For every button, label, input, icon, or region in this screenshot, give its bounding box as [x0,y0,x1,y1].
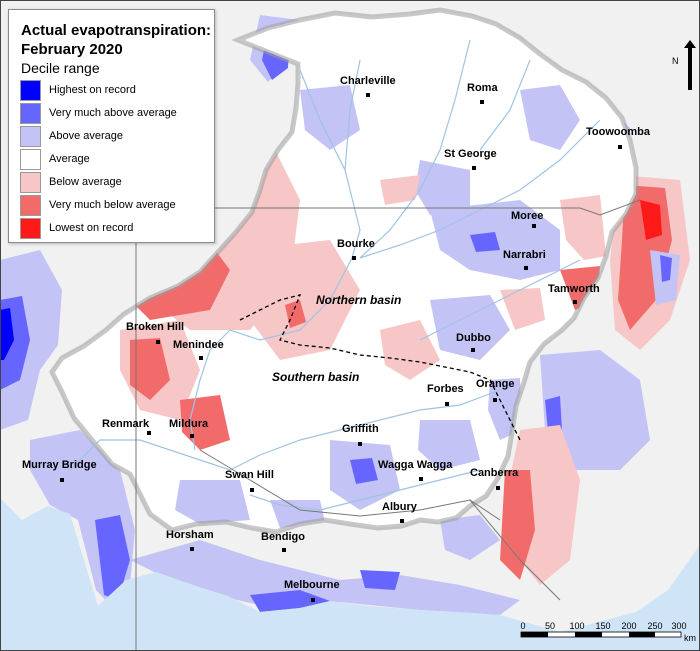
scale-tick-300: 300 [671,621,686,631]
city-st-george: St George [444,148,497,160]
legend-label: Very much above average [49,107,177,119]
legend-title-line1: Actual evapotranspiration: [21,22,212,39]
scale-tick-0: 0 [520,621,525,631]
city-broken-hill: Broken Hill [126,321,184,333]
legend-swatch [20,103,41,124]
legend-item-highest: Highest on record [20,80,210,101]
city-renmark: Renmark [102,418,150,430]
city-bourke: Bourke [337,238,375,250]
city-canberra: Canberra [470,467,519,479]
scale-unit: km [684,633,696,643]
city-griffith: Griffith [342,423,379,435]
legend-item-average: Average [20,149,210,170]
legend-item-below: Below average [20,172,210,193]
legend-swatch [20,80,41,101]
scale-tick-150: 150 [595,621,610,631]
city-menindee: Menindee [173,339,224,351]
city-tamworth: Tamworth [548,283,600,295]
legend-swatch [20,149,41,170]
city-markers: Charleville Roma Toowoomba St George Mor… [22,75,651,602]
scale-tick-200: 200 [621,621,636,631]
city-swan-hill: Swan Hill [225,469,274,481]
southern-basin-label: Southern basin [272,370,359,384]
legend-subtitle: Decile range [21,60,100,76]
city-horsham: Horsham [166,529,214,541]
scale-tick-100: 100 [569,621,584,631]
legend-label: Below average [49,176,122,188]
city-charleville: Charleville [340,75,396,87]
legend-swatch [20,126,41,147]
north-arrow-label: N [672,56,679,66]
legend-item-very-much-above: Very much above average [20,103,210,124]
scale-bar: 0 50 100 150 200 250 300 km [520,621,696,643]
legend-title-line2: February 2020 [21,41,123,58]
scale-tick-50: 50 [545,621,555,631]
north-arrow: N [672,40,696,90]
city-albury: Albury [382,501,418,513]
legend-item-lowest: Lowest on record [20,218,210,239]
legend-swatch [20,172,41,193]
city-mildura: Mildura [169,418,209,430]
city-bendigo: Bendigo [261,531,305,543]
legend-label: Highest on record [49,84,136,96]
city-narrabri: Narrabri [503,249,546,261]
city-melbourne: Melbourne [284,579,340,591]
legend-label: Lowest on record [49,222,134,234]
legend-panel: Actual evapotranspiration: February 2020… [8,9,215,243]
legend-item-above: Above average [20,126,210,147]
legend-swatch [20,195,41,216]
city-wagga-wagga: Wagga Wagga [378,459,453,471]
legend-item-very-much-below: Very much below average [20,195,210,216]
legend-label: Very much below average [49,199,176,211]
legend-label: Above average [49,130,123,142]
legend-swatch [20,218,41,239]
city-orange: Orange [476,378,515,390]
state-borders [135,199,641,650]
northern-southern-basin-boundary [239,294,521,441]
city-murray-bridge: Murray Bridge [22,459,97,471]
city-moree: Moree [511,210,543,222]
city-dubbo: Dubbo [456,332,491,344]
legend-label: Average [49,153,90,165]
scale-tick-250: 250 [647,621,662,631]
city-forbes: Forbes [427,383,464,395]
basin-outline [49,7,639,535]
city-toowoomba: Toowoomba [586,126,651,138]
city-roma: Roma [467,82,498,94]
northern-basin-label: Northern basin [316,293,401,307]
legend-title: Actual evapotranspiration: February 2020 [21,21,211,59]
rivers [69,39,601,511]
